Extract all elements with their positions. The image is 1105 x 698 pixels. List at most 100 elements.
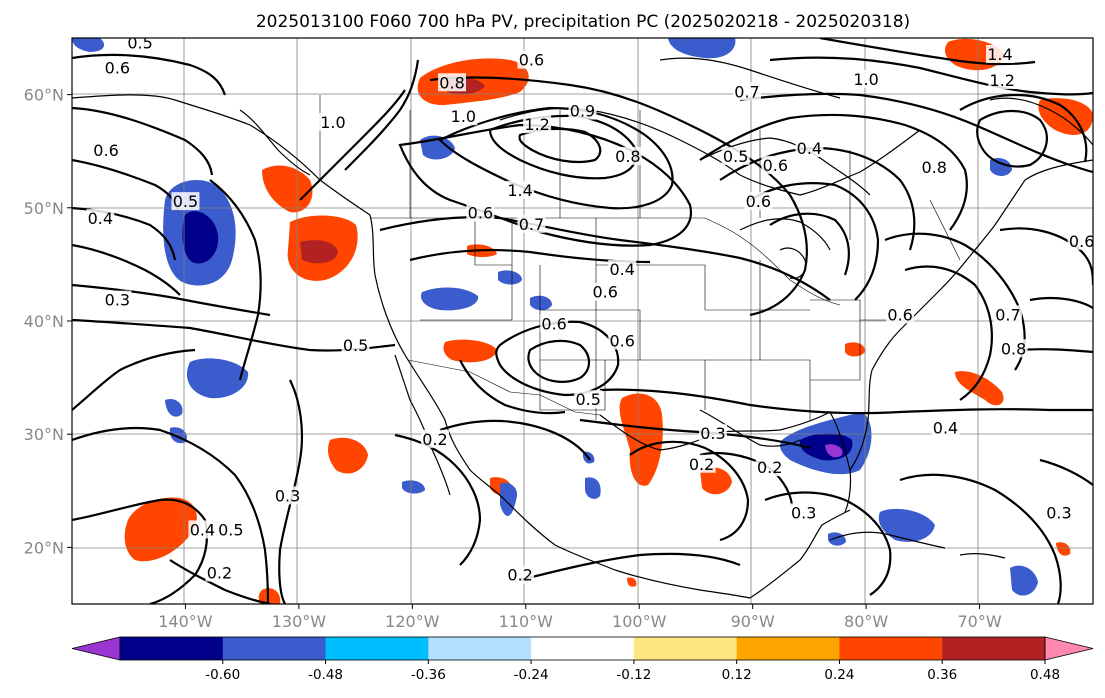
contour-label-bg bbox=[687, 454, 716, 473]
contour-label-bg bbox=[86, 209, 115, 228]
contour-label: 1.4 bbox=[507, 181, 532, 200]
colorbar-tick-label: -0.60 bbox=[205, 667, 240, 683]
colorbar-tick-label: 0.24 bbox=[824, 667, 854, 683]
contour-label: 0.7 bbox=[995, 305, 1020, 324]
contour-label: 0.5 bbox=[173, 192, 198, 211]
colorbar-tick-label: -0.24 bbox=[514, 667, 549, 683]
contour-label-bg bbox=[999, 339, 1028, 358]
contour-label: 0.8 bbox=[1001, 339, 1026, 358]
contour-label-bg bbox=[171, 192, 200, 211]
contour-label: 0.6 bbox=[105, 59, 130, 78]
contour-label-bg bbox=[568, 101, 597, 120]
contour-label: 0.4 bbox=[797, 139, 822, 158]
lon-tick-label: 70°W bbox=[957, 612, 1001, 631]
contour-label-bg bbox=[795, 138, 824, 157]
contour-label: 0.8 bbox=[615, 147, 640, 166]
colorbar-segment bbox=[633, 637, 738, 660]
contour-label: 0.4 bbox=[88, 209, 113, 228]
contour-label: 0.2 bbox=[689, 455, 714, 474]
contour-label: 0.9 bbox=[570, 102, 595, 121]
contour-label-bg bbox=[466, 203, 495, 222]
colorbar-segment bbox=[736, 637, 840, 660]
colorbar-segment bbox=[942, 637, 1046, 660]
contour-label: 0.6 bbox=[93, 141, 118, 160]
lon-tick-label: 140°W bbox=[158, 612, 213, 631]
contour-label-bg bbox=[931, 418, 960, 437]
contour-label: 0.4 bbox=[190, 520, 215, 539]
contour-label-bg bbox=[886, 305, 915, 324]
contour-label-bg bbox=[506, 180, 535, 199]
contour-label: 0.6 bbox=[468, 203, 493, 222]
contour-label-bg bbox=[721, 146, 750, 165]
contour-label: 0.3 bbox=[1046, 503, 1071, 522]
colorbar: -0.60 -0.48 -0.36 -0.24 -0.12 0.12 0.24 0.36 0.4… bbox=[71, 636, 1094, 683]
contour-label-bg bbox=[1067, 231, 1093, 250]
borders bbox=[319, 95, 961, 420]
contour-label-bg bbox=[517, 214, 546, 233]
contour-label-bg bbox=[988, 71, 1017, 90]
contour-label: 0.2 bbox=[757, 458, 782, 477]
contour-label: 1.0 bbox=[320, 113, 345, 132]
contour-label-bg bbox=[506, 565, 535, 584]
contour-label-bg bbox=[438, 73, 467, 92]
colorbar-extend-high bbox=[1044, 636, 1094, 661]
graticule bbox=[72, 38, 1093, 604]
contour-label: 1.2 bbox=[524, 115, 549, 134]
colorbar-segment bbox=[531, 637, 635, 660]
contour-label-bg bbox=[591, 282, 620, 301]
contour-label: 0.6 bbox=[541, 314, 566, 333]
lon-tick-label: 100°W bbox=[612, 612, 667, 631]
contour-label: 1.0 bbox=[451, 107, 476, 126]
colorbar-tick-label: -0.12 bbox=[616, 667, 651, 683]
colorbar-segment bbox=[222, 637, 327, 660]
contour-label-bg bbox=[523, 115, 552, 134]
contour-label: 0.3 bbox=[791, 503, 816, 522]
colorbar-outline bbox=[119, 636, 1046, 661]
contour-label: 0.6 bbox=[609, 331, 634, 350]
contour-label: 0.3 bbox=[105, 291, 130, 310]
colorbar-segment bbox=[428, 637, 532, 660]
contour-label: 0.7 bbox=[734, 82, 759, 101]
contour-label: 0.5 bbox=[127, 34, 152, 53]
contour-label-bg bbox=[732, 82, 761, 101]
contour-label: 0.5 bbox=[343, 336, 368, 355]
lat-tick-label: 60°N bbox=[24, 86, 64, 105]
contour-label-bg bbox=[273, 486, 302, 505]
contour-label-bg bbox=[540, 314, 569, 333]
lon-tick-label: 80°W bbox=[844, 612, 888, 631]
contour-label: 0.5 bbox=[218, 520, 243, 539]
lon-tick-label: 120°W bbox=[385, 612, 440, 631]
contour-label: 0.4 bbox=[609, 260, 634, 279]
contour-label-bg bbox=[613, 146, 642, 165]
contour-label-bg bbox=[216, 520, 245, 539]
colorbar-tick-label: -0.48 bbox=[308, 667, 343, 683]
contour-label: 0.6 bbox=[746, 192, 771, 211]
contour-label-bg bbox=[985, 44, 1014, 63]
colorbar-segment bbox=[120, 637, 224, 660]
contour-labels: 0.5 0.6 0.6 0.4 0.3 0.5 1.0 0.8 1.0 1.2 1.4 0.6 0.7 0… bbox=[86, 34, 1093, 585]
colorbar-extend-low bbox=[71, 636, 121, 661]
contour-label: 0.7 bbox=[519, 215, 544, 234]
map-title: 2025013100 F060 700 hPa PV, precipitatio… bbox=[256, 12, 910, 32]
lon-tick-label: 110°W bbox=[499, 612, 554, 631]
colorbar-tick-label: -0.36 bbox=[411, 667, 446, 683]
contour-label: 0.2 bbox=[422, 430, 447, 449]
contour-label-bg bbox=[126, 38, 155, 52]
contour-label-bg bbox=[318, 112, 347, 131]
contour-label: 0.3 bbox=[275, 486, 300, 505]
coastlines bbox=[72, 57, 1093, 599]
contour-label-bg bbox=[574, 390, 603, 409]
lon-tick-label: 90°W bbox=[731, 612, 775, 631]
contour-label-bg bbox=[852, 69, 881, 88]
lat-tick-label: 20°N bbox=[24, 538, 64, 557]
map-area: 0.5 0.6 0.6 0.4 0.3 0.5 1.0 0.8 1.0 1.2 1.4 0.6 0.7 0… bbox=[72, 34, 1093, 604]
contour-label-bg bbox=[103, 58, 132, 77]
colorbar-segment bbox=[325, 637, 429, 660]
contour-label: 0.4 bbox=[933, 419, 958, 438]
contour-label-bg bbox=[205, 563, 234, 582]
contour-label: 0.5 bbox=[723, 147, 748, 166]
contour-label-bg bbox=[1044, 503, 1073, 522]
latitude-ticks: 60°N 50°N 40°N 30°N 20°N bbox=[24, 86, 72, 557]
lat-tick-label: 50°N bbox=[24, 199, 64, 218]
